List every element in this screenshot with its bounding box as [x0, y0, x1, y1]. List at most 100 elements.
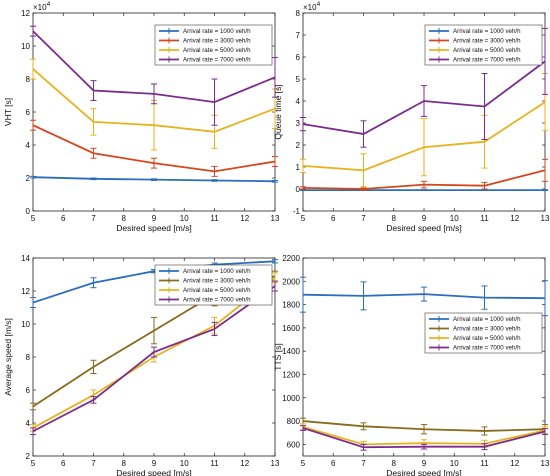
y-axis-label: Queue time [s]: [273, 84, 283, 139]
series-4: [30, 280, 278, 436]
x-axis-label: Desired speed [m/s]: [116, 468, 192, 476]
legend-label: Arrival rate = 3000 veh/h: [183, 38, 251, 45]
series-4: [30, 25, 278, 126]
legend-label: Arrival rate = 1000 veh/h: [183, 268, 251, 275]
x-tick-label: 13: [541, 214, 550, 223]
x-tick-label: 13: [271, 459, 280, 468]
y-tick-label: 14: [21, 254, 30, 263]
y-tick-label: 2200: [282, 254, 300, 263]
y-tick-label: 10: [21, 42, 30, 51]
series-1: [300, 189, 548, 192]
y-tick-label: 1: [296, 163, 301, 172]
y-tick-label: 12: [21, 9, 30, 18]
y-axis-label: Average speed [m/s]: [3, 318, 13, 396]
x-tick-label: 5: [31, 214, 36, 223]
x-tick-label: 9: [422, 459, 427, 468]
x-tick-label: 9: [152, 214, 157, 223]
y-tick-label: 1600: [282, 324, 300, 333]
y-tick-label: 0: [296, 185, 301, 194]
y-tick-label: 3: [296, 119, 301, 128]
series-1: [300, 276, 548, 317]
legend-label: Arrival rate = 3000 veh/h: [183, 278, 251, 285]
y-tick-label: 1400: [282, 347, 300, 356]
x-tick-label: 12: [240, 214, 249, 223]
x-tick-label: 5: [301, 214, 306, 223]
series-1: [30, 175, 278, 183]
x-tick-label: 7: [91, 214, 96, 223]
x-tick-label: 6: [331, 459, 336, 468]
y-tick-label: 6: [26, 386, 31, 395]
y-tick-label: 4: [296, 97, 301, 106]
legend-label: Arrival rate = 3000 veh/h: [453, 326, 521, 333]
x-tick-label: 5: [301, 459, 306, 468]
y-tick-label: 2: [296, 141, 301, 150]
x-tick-label: 10: [180, 459, 189, 468]
legend-label: Arrival rate = 1000 veh/h: [453, 28, 521, 35]
y-tick-label: 4: [26, 141, 31, 150]
x-tick-label: 6: [61, 214, 66, 223]
legend-label: Arrival rate = 3000 veh/h: [453, 38, 521, 45]
axis-exponent: ×104: [303, 1, 321, 12]
y-tick-label: 1800: [282, 301, 300, 310]
x-tick-label: 12: [510, 214, 519, 223]
y-tick-label: 8: [26, 353, 31, 362]
legend-label: Arrival rate = 7000 veh/h: [183, 297, 251, 304]
x-tick-label: 11: [210, 214, 219, 223]
legend: Arrival rate = 1000 veh/h Arrival rate = …: [424, 312, 543, 354]
y-axis-label: TTS [s]: [273, 343, 283, 370]
x-tick-label: 11: [480, 214, 489, 223]
legend-label: Arrival rate = 5000 veh/h: [453, 47, 521, 54]
y-tick-label: 5: [296, 75, 301, 84]
y-tick-label: 4: [26, 419, 31, 428]
x-axis-label: Desired speed [m/s]: [386, 223, 462, 233]
x-tick-label: 6: [61, 459, 66, 468]
x-tick-label: 7: [361, 459, 366, 468]
x-tick-label: 11: [480, 459, 489, 468]
chart-panel-4: 5 6 7 8 9 10 11 12 13 600 800 1000 1200 1400 1600 1800 2…: [273, 254, 550, 476]
x-tick-label: 6: [331, 214, 336, 223]
y-tick-label: 6: [296, 53, 301, 62]
x-tick-label: 12: [240, 459, 249, 468]
x-tick-label: 13: [541, 459, 550, 468]
legend-label: Arrival rate = 7000 veh/h: [453, 345, 521, 352]
x-tick-label: 8: [122, 459, 127, 468]
legend-label: Arrival rate = 1000 veh/h: [453, 316, 521, 323]
x-tick-label: 10: [450, 214, 459, 223]
x-tick-label: 11: [210, 459, 219, 468]
y-tick-label: 0: [26, 207, 31, 216]
series-2: [300, 158, 548, 191]
y-tick-label: 8: [296, 9, 301, 18]
y-tick-label: 2: [26, 174, 31, 183]
x-tick-label: 10: [450, 459, 459, 468]
y-tick-label: 2000: [282, 277, 300, 286]
x-tick-label: 12: [510, 459, 519, 468]
legend-label: Arrival rate = 5000 veh/h: [453, 335, 521, 342]
y-tick-label: 10: [21, 320, 30, 329]
axis-exponent: ×104: [33, 1, 51, 12]
legend-label: Arrival rate = 5000 veh/h: [183, 47, 251, 54]
x-tick-label: 9: [152, 459, 157, 468]
legend: Arrival rate = 1000 veh/h Arrival rate = …: [154, 264, 273, 306]
y-tick-label: 1200: [282, 370, 300, 379]
series-2: [300, 417, 548, 436]
x-tick-label: 10: [180, 214, 189, 223]
x-tick-label: 8: [392, 459, 397, 468]
x-tick-label: 9: [422, 214, 427, 223]
chart-panel-3: 5 6 7 8 9 10 11 12 13 2 4 6 8 10 12 14 Desired speed [m/…: [3, 254, 280, 476]
x-tick-label: 8: [392, 214, 397, 223]
y-tick-label: 6: [26, 108, 31, 117]
y-tick-label: -1: [293, 207, 301, 216]
x-tick-label: 5: [31, 459, 36, 468]
y-tick-label: 1000: [282, 394, 300, 403]
series-2: [30, 119, 278, 177]
series-4: [300, 27, 548, 148]
x-axis-label: Desired speed [m/s]: [386, 468, 462, 476]
y-tick-label: 800: [287, 417, 301, 426]
series-3: [30, 58, 278, 151]
legend-label: Arrival rate = 1000 veh/h: [183, 28, 251, 35]
chart-panel-1: 5 6 7 8 9 10 11 12 13 0 2 4 6 8 10 12 Desired speed [m/s…: [3, 1, 280, 233]
legend-label: Arrival rate = 7000 veh/h: [453, 57, 521, 64]
y-tick-label: 2: [26, 452, 31, 461]
